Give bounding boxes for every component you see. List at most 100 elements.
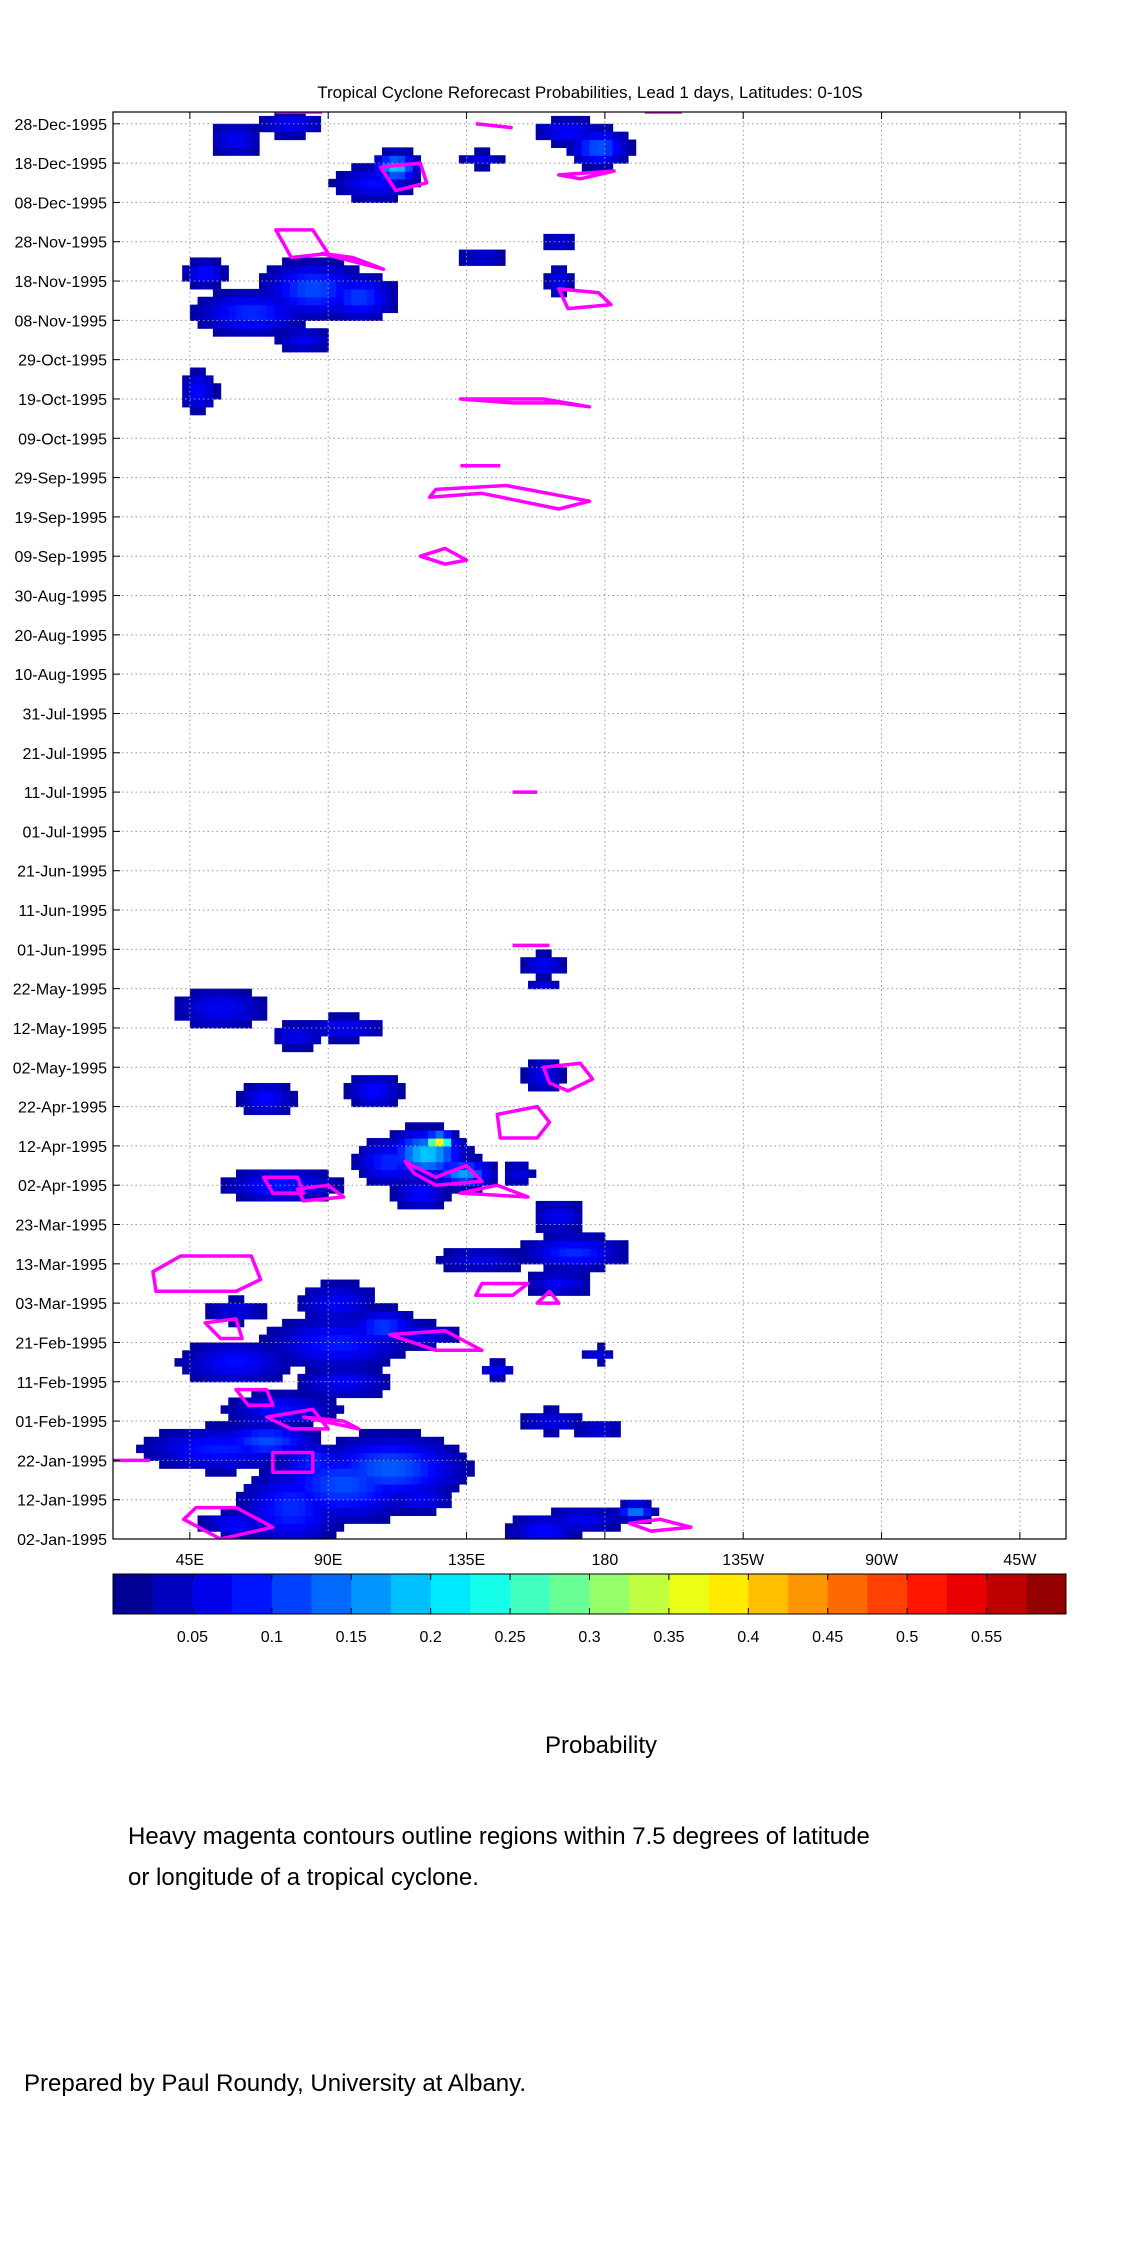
heat-cell	[259, 1476, 267, 1484]
heat-cell	[597, 1421, 605, 1429]
y-tick-label: 19-Sep-1995	[14, 510, 107, 527]
heat-cell	[374, 1515, 382, 1523]
heat-cell	[459, 1264, 467, 1272]
heat-cell	[259, 1484, 267, 1492]
heat-cell	[605, 147, 613, 155]
colorbar-swatch	[153, 1574, 193, 1614]
heat-cell	[251, 1500, 259, 1508]
heat-cell	[559, 1508, 567, 1516]
heat-cell	[305, 1492, 313, 1500]
heat-cell	[297, 1492, 305, 1500]
heat-cell	[344, 312, 352, 320]
heat-cell	[321, 1397, 329, 1405]
heat-cell	[528, 1067, 536, 1075]
heat-cell	[290, 1099, 298, 1107]
heat-cell	[228, 140, 236, 148]
heat-cell	[382, 1429, 390, 1437]
heat-cell	[405, 1319, 413, 1327]
heat-cell	[190, 1437, 198, 1445]
heat-cell	[297, 1028, 305, 1036]
heat-cell	[221, 1460, 229, 1468]
heat-cell	[467, 1256, 475, 1264]
heat-cell	[597, 1256, 605, 1264]
x-tick-label: 180	[592, 1552, 619, 1569]
heat-cell	[636, 1500, 644, 1508]
heat-cell	[344, 1460, 352, 1468]
heat-cell	[282, 1397, 290, 1405]
heat-cell	[321, 1028, 329, 1036]
heat-cell	[244, 1484, 252, 1492]
heat-cell	[267, 1437, 275, 1445]
heat-cell	[397, 1083, 405, 1091]
heat-cell	[413, 1484, 421, 1492]
heat-cell	[336, 312, 344, 320]
heat-cell	[251, 1303, 259, 1311]
colorbar-swatch	[1026, 1574, 1066, 1614]
heat-cell	[474, 147, 482, 155]
heat-cell	[213, 1468, 221, 1476]
heat-cell	[328, 1335, 336, 1343]
heat-cell	[474, 1154, 482, 1162]
heat-cell	[428, 1122, 436, 1130]
heat-cell	[397, 1350, 405, 1358]
heat-cell	[198, 281, 206, 289]
heat-cell	[351, 1382, 359, 1390]
heat-cell	[282, 1020, 290, 1028]
heat-cell	[328, 257, 336, 265]
heat-cell	[190, 1350, 198, 1358]
heat-cell	[190, 1453, 198, 1461]
heat-cell	[582, 132, 590, 140]
heat-cell	[213, 1342, 221, 1350]
heat-cell	[251, 305, 259, 313]
heat-cell	[290, 1484, 298, 1492]
heat-cell	[359, 1358, 367, 1366]
heat-cell	[551, 957, 559, 965]
heat-cell	[313, 1500, 321, 1508]
heat-cell	[374, 1335, 382, 1343]
heat-cell	[420, 1484, 428, 1492]
heat-cell	[428, 1193, 436, 1201]
heat-cell	[205, 297, 213, 305]
colorbar-tick-label: 0.45	[812, 1629, 843, 1646]
heat-cell	[328, 1012, 336, 1020]
heat-cell	[198, 265, 206, 273]
heat-cell	[582, 1508, 590, 1516]
heat-cell	[574, 1217, 582, 1225]
heat-cell	[205, 1421, 213, 1429]
heat-cell	[290, 1342, 298, 1350]
heat-cell	[305, 1390, 313, 1398]
heat-cell	[390, 1138, 398, 1146]
heat-cell	[443, 1453, 451, 1461]
heat-cell	[574, 1531, 582, 1539]
heat-cell	[367, 1358, 375, 1366]
heat-cell	[436, 1122, 444, 1130]
heat-cell	[590, 1421, 598, 1429]
heat-cell	[228, 1429, 236, 1437]
heat-cell	[205, 1020, 213, 1028]
heat-cell	[436, 1500, 444, 1508]
heat-cell	[305, 336, 313, 344]
heat-cell	[144, 1437, 152, 1445]
heat-cell	[321, 1453, 329, 1461]
heat-cell	[205, 1453, 213, 1461]
heat-cell	[374, 1303, 382, 1311]
heat-cell	[321, 281, 329, 289]
heat-cell	[313, 124, 321, 132]
heat-cell	[244, 140, 252, 148]
heat-cell	[351, 1075, 359, 1083]
heat-cell	[313, 265, 321, 273]
heat-cell	[244, 1453, 252, 1461]
heat-cell	[205, 273, 213, 281]
heat-cell	[228, 1523, 236, 1531]
heat-cell	[344, 1508, 352, 1516]
heat-cell	[597, 1515, 605, 1523]
heat-cell	[190, 273, 198, 281]
heat-cell	[628, 1500, 636, 1508]
heat-cell	[351, 265, 359, 273]
heat-cell	[628, 147, 636, 155]
heat-cell	[328, 1445, 336, 1453]
heat-cell	[190, 399, 198, 407]
heat-cell	[321, 289, 329, 297]
heat-cell	[236, 1460, 244, 1468]
heat-cell	[536, 1280, 544, 1288]
